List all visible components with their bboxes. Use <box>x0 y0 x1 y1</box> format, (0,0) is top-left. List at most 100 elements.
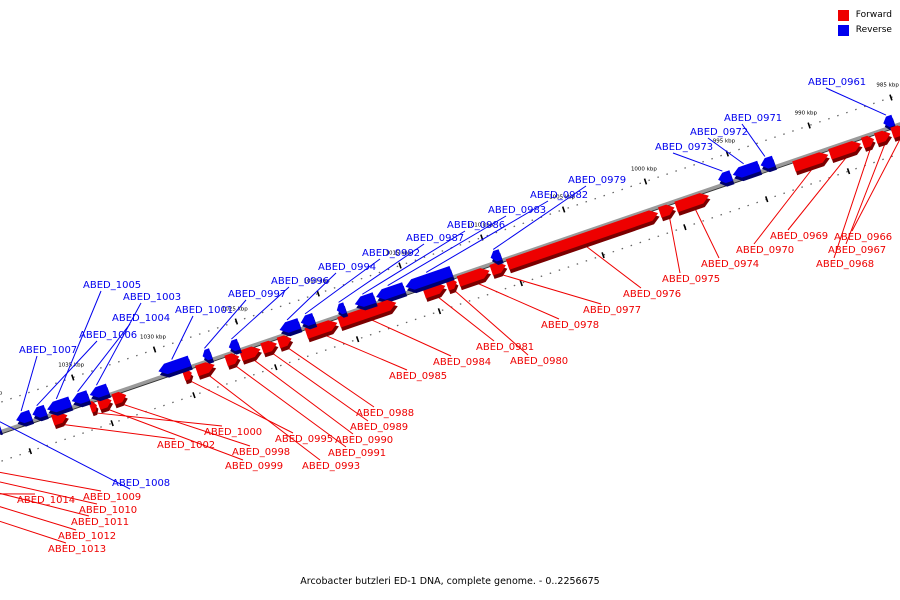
tick-mark <box>889 94 893 101</box>
gene-arrow-abed_0983[interactable] <box>376 282 406 300</box>
gene-label[interactable]: ABED_0967 <box>828 245 886 256</box>
leader-line <box>304 258 381 315</box>
gene-arrow-abed_0976[interactable] <box>505 210 659 270</box>
gene-arrow-abed_0961[interactable] <box>883 114 895 128</box>
gene-arrow-abed_0997[interactable] <box>202 348 213 361</box>
gene-label[interactable]: ABED_0982 <box>530 190 588 201</box>
gene-label[interactable]: ABED_0975 <box>662 274 720 285</box>
gene-label[interactable]: ABED_0997 <box>228 289 286 300</box>
gene-arrow-abed_0987[interactable] <box>336 302 347 315</box>
gene-label[interactable]: ABED_0990 <box>335 435 393 446</box>
gene-label[interactable]: ABED_0968 <box>816 259 874 270</box>
gene-label[interactable]: ABED_1007 <box>19 345 77 356</box>
gene-arrow-abed_0968[interactable] <box>860 135 875 149</box>
gene-arrow-abed_0990[interactable] <box>239 346 261 362</box>
gene-arrow-abed_1001[interactable] <box>158 355 192 375</box>
gene-arrow-abed_1002[interactable] <box>50 412 68 426</box>
gene-label[interactable]: ABED_0971 <box>724 113 782 124</box>
gene-label[interactable]: ABED_1000 <box>204 427 262 438</box>
gene-label[interactable]: ABED_0974 <box>701 259 759 270</box>
gene-label[interactable]: ABED_0993 <box>302 461 360 472</box>
gene-label[interactable]: ABED_1004 <box>112 313 170 324</box>
gene-label[interactable]: ABED_0970 <box>736 245 794 256</box>
gene-label[interactable]: ABED_1014 <box>17 495 75 506</box>
tick-mark <box>71 374 75 381</box>
leader-line <box>584 245 642 289</box>
gene-label[interactable]: ABED_1013 <box>48 544 106 555</box>
leader-line <box>121 403 251 447</box>
gene-arrow-abed_0975[interactable] <box>658 204 675 218</box>
gene-label[interactable]: ABED_0992 <box>362 248 420 259</box>
gene-arrow-abed_0970[interactable] <box>792 152 829 172</box>
gene-label[interactable]: ABED_1002 <box>157 440 215 451</box>
gene-arrow-abed_0977[interactable] <box>489 262 506 276</box>
gene-label[interactable]: ABED_1003 <box>123 292 181 303</box>
gene-arrow-abed_0973[interactable] <box>718 170 733 184</box>
gene-arrow-abed_1006[interactable] <box>32 404 48 418</box>
gene-arrow-abed_1008[interactable] <box>0 421 2 432</box>
gene-arrow-abed_0971[interactable] <box>760 155 776 169</box>
gene-label[interactable]: ABED_1009 <box>83 492 141 503</box>
gene-label[interactable]: ABED_0983 <box>488 205 546 216</box>
gene-label[interactable]: ABED_0987 <box>406 233 464 244</box>
gene-label[interactable]: ABED_1005 <box>83 280 141 291</box>
gene-arrow-abed_0991[interactable] <box>224 353 240 367</box>
gene-arrow-abed_0988[interactable] <box>276 335 292 349</box>
gene-label[interactable]: ABED_0981 <box>476 342 534 353</box>
gene-arrow-abed_0998[interactable] <box>111 391 127 405</box>
gene-label[interactable]: ABED_0972 <box>690 127 748 138</box>
gene-label[interactable]: ABED_0986 <box>447 220 505 231</box>
gene-arrow-abed_0984[interactable] <box>337 300 397 328</box>
leader-line <box>77 323 131 393</box>
gene-label[interactable]: ABED_0988 <box>356 408 414 419</box>
gene-label[interactable]: ABED_0979 <box>568 175 626 186</box>
gene-arrow-abed_0969[interactable] <box>828 141 861 160</box>
gene-arrow-abed_0986[interactable] <box>354 292 377 307</box>
gene-label[interactable]: ABED_0973 <box>655 142 713 153</box>
gene-arrow-abed_0994[interactable] <box>279 318 301 333</box>
gene-label[interactable]: ABED_1011 <box>71 517 129 528</box>
gene-arrow-abed_0972[interactable] <box>732 160 761 178</box>
gene-arrow-abed_0982[interactable] <box>405 266 454 290</box>
gene-label[interactable]: ABED_1001 <box>175 305 233 316</box>
gene-arrow-abed_1005[interactable] <box>47 396 72 413</box>
gene-label[interactable]: ABED_1012 <box>58 531 116 542</box>
gene-arrow-abed_0967[interactable] <box>874 130 891 144</box>
gene-arrow-abed_0979[interactable] <box>490 249 503 262</box>
gene-arrow-abed_0993[interactable] <box>194 362 215 377</box>
gene-label[interactable]: ABED_0977 <box>583 305 641 316</box>
gene-label[interactable]: ABED_1010 <box>79 505 137 516</box>
tick-mark <box>519 280 523 287</box>
gene-label[interactable]: ABED_0985 <box>389 371 447 382</box>
gene-label[interactable]: ABED_0991 <box>328 448 386 459</box>
gene-label[interactable]: ABED_0980 <box>510 356 568 367</box>
gene-arrow-abed_0974[interactable] <box>674 193 709 213</box>
gene-label[interactable]: ABED_0976 <box>623 289 681 300</box>
gene-label[interactable]: ABED_0969 <box>770 231 828 242</box>
leader-line <box>271 352 369 422</box>
gene-label[interactable]: ABED_1008 <box>112 478 170 489</box>
gene-label[interactable]: ABED_1006 <box>79 330 137 341</box>
gene-arrow-abed_1007[interactable] <box>16 409 33 424</box>
gene-arrow-abed_1004[interactable] <box>71 390 90 404</box>
gene-arrow-abed_0992[interactable] <box>300 313 316 326</box>
gene-label[interactable]: ABED_0998 <box>232 447 290 458</box>
gene-label[interactable]: ABED_0984 <box>433 357 491 368</box>
tick-mark <box>561 206 566 213</box>
gene-label[interactable]: ABED_0996 <box>271 276 329 287</box>
tick-mark <box>316 290 320 297</box>
gene-arrow-abed_1003[interactable] <box>89 383 110 398</box>
leader-line <box>107 408 244 461</box>
gene-label[interactable]: ABED_0995 <box>275 434 333 445</box>
gene-label[interactable]: ABED_0994 <box>318 262 376 273</box>
gene-arrow-abed_0978[interactable] <box>456 268 490 287</box>
gene-arrow-abed_0966[interactable] <box>890 125 900 139</box>
gene-label[interactable]: ABED_0999 <box>225 461 283 472</box>
gene-label[interactable]: ABED_0966 <box>834 232 892 243</box>
gene-label[interactable]: ABED_0978 <box>541 320 599 331</box>
gene-label[interactable]: ABED_0989 <box>350 422 408 433</box>
gene-arrow-abed_0996[interactable] <box>228 338 241 352</box>
gene-label[interactable]: ABED_0961 <box>808 77 866 88</box>
gene-arrow-abed_0985[interactable] <box>304 320 338 339</box>
gene-arrow-abed_0989[interactable] <box>260 340 277 354</box>
